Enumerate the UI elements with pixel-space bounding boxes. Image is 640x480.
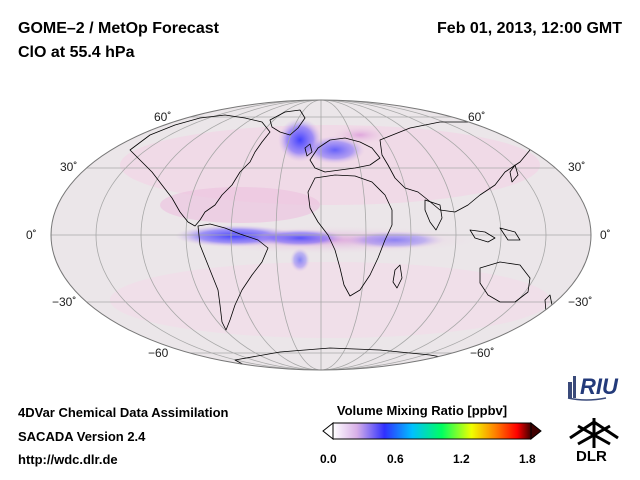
lat-label-left-minus30: −30˚ <box>52 295 77 309</box>
colorbar-max-arrow <box>530 421 542 441</box>
colorbar-title: Volume Mixing Ratio [ppbv] <box>336 403 508 418</box>
map-subtitle: ClO at 55.4 hPa <box>18 44 135 61</box>
footer-assimilation: 4DVar Chemical Data Assimilation <box>18 405 229 420</box>
dlr-logo-text: DLR <box>576 448 607 465</box>
colorbar-tick-0: 0.0 <box>320 452 337 466</box>
riu-logo: RIU <box>566 372 628 402</box>
map-title: GOME–2 / MetOp Forecast <box>18 20 219 37</box>
lat-label-left-30: 30˚ <box>60 160 78 174</box>
dlr-logo-icon <box>569 418 619 448</box>
lat-label-left-minus60: −60 <box>148 346 169 360</box>
footer-url: http://wdc.dlr.de <box>18 452 118 467</box>
clo-field <box>110 118 550 338</box>
lat-label-right-0: 0˚ <box>600 228 611 242</box>
lat-label-right-minus60: −60˚ <box>470 346 495 360</box>
lat-label-left-0: 0˚ <box>26 228 37 242</box>
forecast-datetime: Feb 01, 2013, 12:00 GMT <box>437 20 622 37</box>
colorbar-tick-0-6: 0.6 <box>387 452 404 466</box>
riu-logo-text: RIU <box>580 374 618 399</box>
colorbar-min-arrow <box>322 421 334 441</box>
colorbar-gradient <box>332 422 532 440</box>
riu-logo-icon <box>567 376 607 401</box>
footer-version: SACADA Version 2.4 <box>18 429 146 444</box>
lat-label-right-30: 30˚ <box>568 160 586 174</box>
lat-label-left-60: 60˚ <box>154 110 172 124</box>
lat-label-right-minus30: −30˚ <box>568 295 593 309</box>
colorbar-tick-1-8: 1.8 <box>519 452 536 466</box>
colorbar-tick-1-2: 1.2 <box>453 452 470 466</box>
lat-label-right-60: 60˚ <box>468 110 486 124</box>
dlr-logo: DLR <box>564 412 624 468</box>
globe-outline <box>50 99 592 371</box>
colorbar <box>322 421 542 441</box>
